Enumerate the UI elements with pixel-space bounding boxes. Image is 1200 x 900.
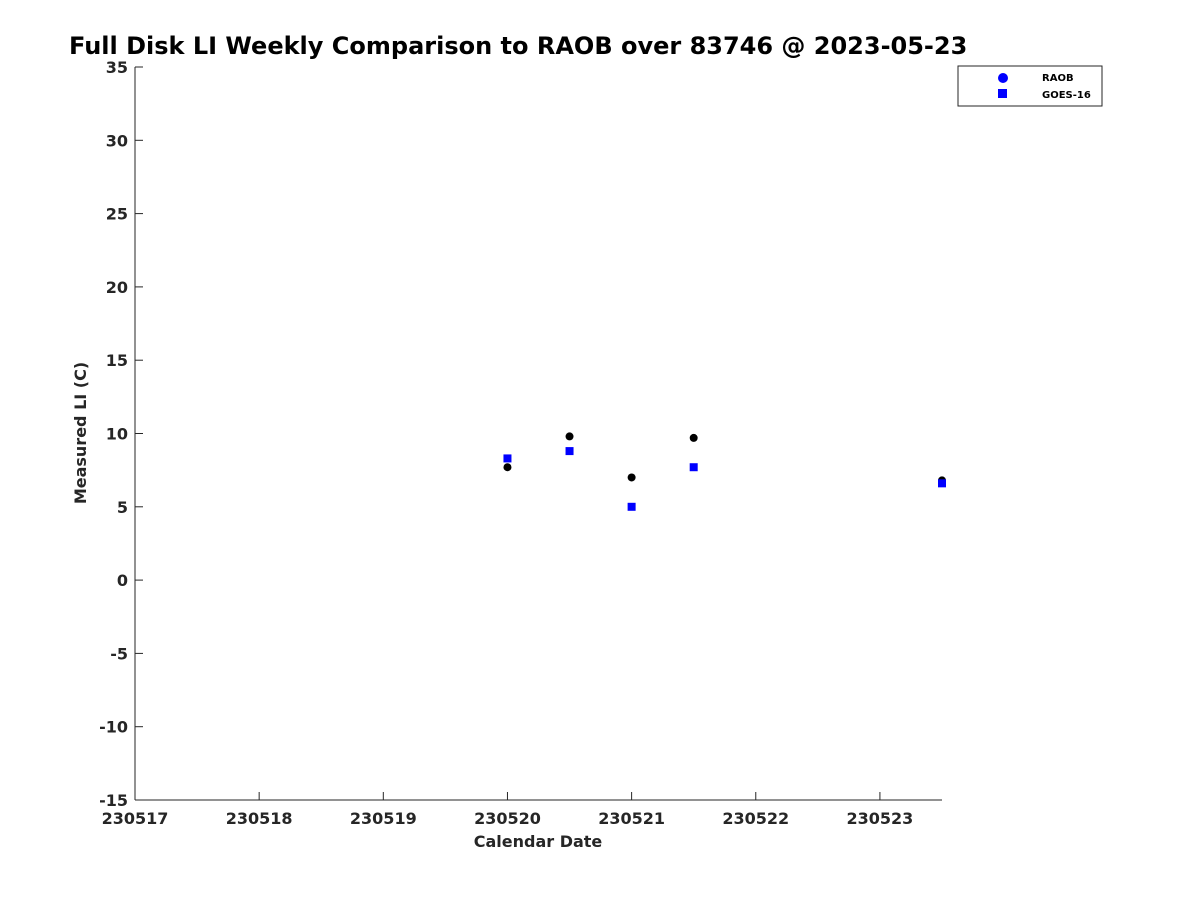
goes-16-point	[565, 447, 574, 456]
x-tick-label: 230518	[226, 809, 293, 828]
raob-point	[627, 473, 636, 482]
y-tick-label: 30	[106, 131, 128, 150]
x-tick-label: 230519	[350, 809, 417, 828]
y-axis-label: Measured LI (C)	[71, 362, 90, 504]
y-tick-label: 20	[106, 278, 128, 297]
raob-point	[503, 463, 512, 472]
y-tick-label: 10	[106, 425, 128, 444]
data-series	[503, 432, 946, 511]
y-tick-label: 5	[117, 498, 128, 517]
raob-point	[689, 433, 698, 442]
y-tick-label: -10	[99, 718, 128, 737]
legend-label-goes-16: GOES-16	[1042, 90, 1091, 101]
series-goes-16	[503, 447, 946, 511]
legend-label-raob: RAOB	[1042, 73, 1074, 84]
legend-marker-goes-16	[998, 89, 1007, 98]
series-raob	[503, 432, 946, 485]
y-tick-label: 15	[106, 351, 128, 370]
x-tick-label: 230521	[598, 809, 665, 828]
x-axis-ticks: 230517 230518 230519 230520 230521 230522 2305…	[102, 792, 914, 828]
x-tick-label: 230520	[474, 809, 541, 828]
y-tick-label: -5	[110, 644, 128, 663]
plot-axes	[134, 67, 942, 801]
y-tick-label: 35	[106, 58, 128, 77]
goes-16-point	[938, 479, 946, 488]
y-axis-ticks: -15 -10 -5 0 5 10 15 20 25 30 35	[99, 58, 143, 810]
x-axis-label: Calendar Date	[474, 832, 603, 851]
legend-box	[957, 65, 1103, 107]
x-tick-label: 230522	[722, 809, 789, 828]
goes-16-point	[627, 502, 636, 511]
y-tick-label: 25	[106, 205, 128, 224]
goes-16-point	[503, 454, 512, 463]
legend: RAOB GOES-16	[957, 65, 1103, 107]
goes-16-point	[689, 463, 698, 472]
x-tick-label: 230517	[102, 809, 169, 828]
legend-marker-raob	[998, 73, 1008, 83]
x-tick-label: 230523	[847, 809, 914, 828]
chart-title: Full Disk LI Weekly Comparison to RAOB o…	[69, 32, 967, 60]
y-tick-label: -15	[99, 791, 128, 810]
y-tick-label: 0	[117, 571, 128, 590]
raob-point	[565, 432, 574, 441]
